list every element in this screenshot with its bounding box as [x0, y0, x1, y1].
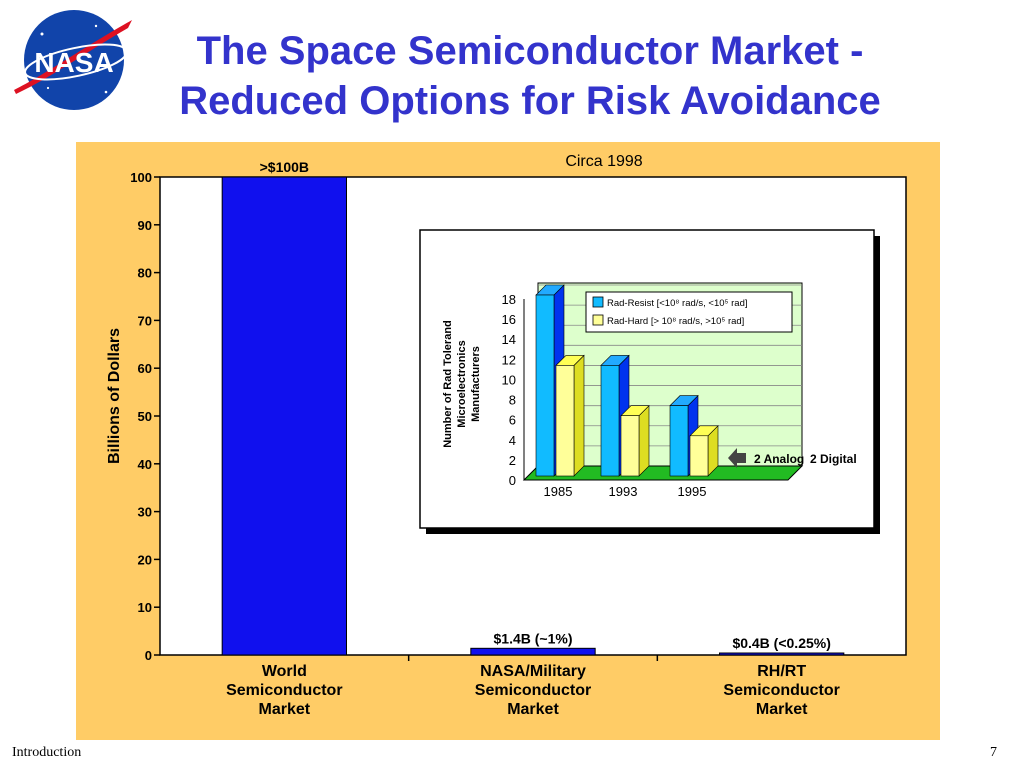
inset-y-tick-label: 8	[509, 393, 516, 408]
inset-y-axis-label: Microelectronics	[456, 340, 468, 427]
inset-legend-swatch	[592, 296, 604, 308]
inset-annotation-digital: 2 Digital	[810, 452, 857, 466]
inset-y-tick-label: 6	[509, 413, 516, 428]
nasa-logo: NASA	[14, 10, 132, 110]
inset-y-tick-label: 18	[502, 292, 516, 307]
inset-legend-box	[585, 291, 793, 333]
main-y-tick-label: 60	[138, 361, 152, 376]
inset-bar	[600, 365, 620, 477]
main-y-tick-label: 10	[138, 600, 152, 615]
inset-bar	[555, 365, 575, 477]
main-y-tick-label: 0	[145, 648, 152, 663]
inset-x-tick-label: 1985	[544, 484, 573, 499]
main-bar	[470, 647, 596, 656]
main-bar	[719, 652, 845, 656]
main-x-category-label: Semiconductor	[475, 682, 591, 699]
inset-bar-side	[638, 404, 650, 477]
main-bar-data-label: >$100B	[260, 159, 309, 175]
inset-y-tick-label: 12	[502, 352, 516, 367]
main-y-tick-label: 70	[138, 313, 152, 328]
main-y-axis-label: Billions of Dollars	[106, 328, 123, 464]
main-y-tick-label: 40	[138, 457, 152, 472]
main-y-tick-label: 90	[138, 218, 152, 233]
inset-y-tick-label: 10	[502, 372, 516, 387]
inset-bar-chart: Number of Rad Tolerand Microelectronics Ma…	[419, 229, 880, 534]
inset-bar	[535, 294, 555, 477]
inset-legend-label: Rad-Resist [<10⁸ rad/s, <10⁵ rad]	[607, 298, 748, 309]
main-x-category-label: RH/RT	[757, 663, 806, 680]
inset-y-tick-label: 2	[509, 453, 516, 468]
main-bar-data-label: $1.4B (~1%)	[494, 630, 573, 646]
inset-annotation-analog: 2 Analog	[754, 452, 804, 466]
main-x-category-label: Market	[756, 701, 808, 718]
inset-annotation-arrow-icon	[728, 448, 746, 468]
inset-bar	[620, 415, 640, 477]
page-number: 7	[990, 745, 997, 760]
slide-title: The Space Semiconductor Market - Reduced…	[100, 26, 960, 126]
inset-x-tick-label: 1995	[678, 484, 707, 499]
main-x-category-label: NASA/Military	[480, 663, 586, 680]
inset-x-tick-label: 1993	[609, 484, 638, 499]
main-bar-data-label: $0.4B (<0.25%)	[732, 635, 830, 651]
main-chart-subtitle: Circa 1998	[565, 153, 642, 170]
footer-section-label: Introduction	[12, 745, 82, 760]
nasa-logo-text: NASA	[34, 47, 113, 78]
main-x-category-label: Semiconductor	[226, 682, 342, 699]
inset-y-tick-label: 4	[509, 433, 516, 448]
inset-bar-side	[573, 354, 585, 477]
inset-bar	[689, 435, 709, 477]
main-y-tick-label: 100	[130, 170, 152, 185]
inset-bar	[669, 405, 689, 477]
main-y-tick-label: 20	[138, 552, 152, 567]
slide-title-line1: The Space Semiconductor Market -	[196, 29, 864, 73]
main-x-category-label: World	[262, 663, 307, 680]
main-y-tick-label: 50	[138, 409, 152, 424]
main-bar	[221, 176, 348, 656]
inset-legend-swatch	[592, 314, 604, 326]
main-x-category-label: Market	[507, 701, 559, 718]
inset-y-axis-label: Number of Rad Tolerand	[442, 320, 454, 448]
inset-floor	[522, 465, 804, 481]
inset-y-tick-label: 14	[502, 332, 516, 347]
inset-y-axis-label: Manufacturers	[470, 346, 482, 422]
main-x-category-label: Semiconductor	[723, 682, 839, 699]
main-y-tick-label: 30	[138, 505, 152, 520]
main-y-tick-label: 80	[138, 266, 152, 281]
inset-y-tick-label: 0	[509, 473, 516, 488]
inset-y-tick-label: 16	[502, 312, 516, 327]
main-x-category-label: Market	[259, 701, 311, 718]
slide-title-line2: Reduced Options for Risk Avoidance	[179, 79, 881, 123]
inset-legend-label: Rad-Hard [> 10⁸ rad/s, >10⁵ rad]	[607, 316, 744, 327]
